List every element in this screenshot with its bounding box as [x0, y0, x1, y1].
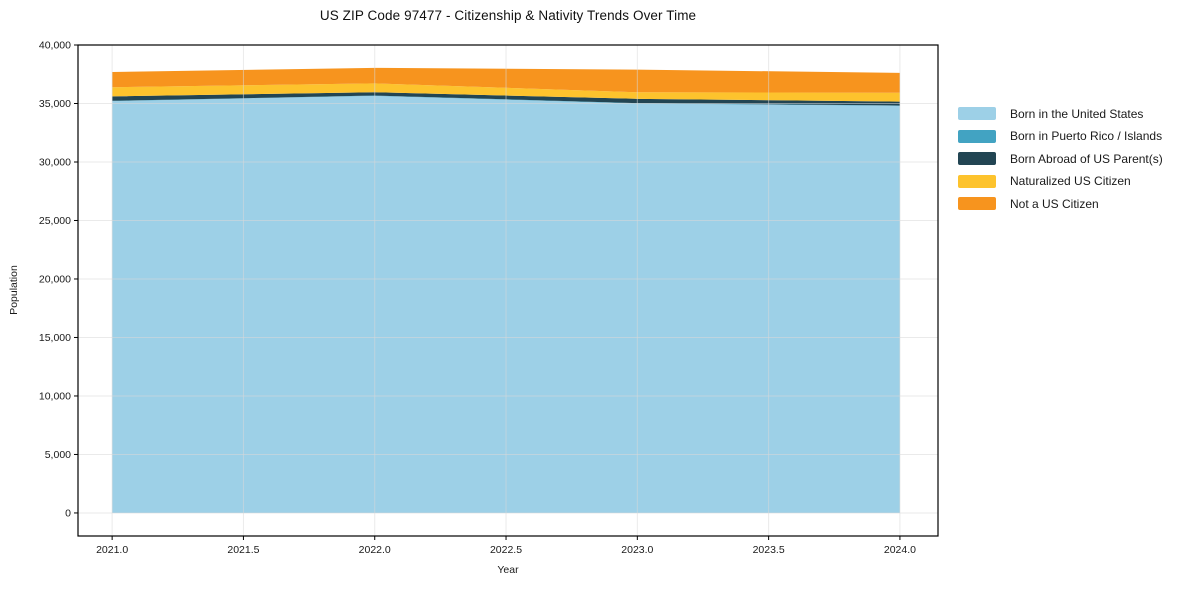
x-tick-label: 2021.5: [227, 544, 259, 556]
legend-label: Born in the United States: [1010, 106, 1144, 121]
legend-swatch: [958, 152, 996, 165]
y-tick-label: 25,000: [39, 215, 71, 227]
legend-label: Born Abroad of US Parent(s): [1010, 151, 1163, 166]
x-tick-label: 2022.0: [359, 544, 391, 556]
y-tick-label: 35,000: [39, 98, 71, 110]
x-tick-label: 2021.0: [96, 544, 128, 556]
y-tick-label: 20,000: [39, 273, 71, 285]
y-tick-label: 10,000: [39, 390, 71, 402]
legend-label: Born in Puerto Rico / Islands: [1010, 129, 1163, 143]
x-tick-label: 2024.0: [884, 544, 916, 556]
legend-swatch: [958, 174, 996, 188]
legend-label: Not a US Citizen: [1010, 196, 1099, 211]
chart-title: US ZIP Code 97477 - Citizenship & Nativi…: [319, 8, 697, 23]
x-tick-label: 2022.5: [490, 544, 522, 556]
y-tick-label: 15,000: [39, 332, 71, 344]
legend-item-born-in-the-united-states: Born in the United States: [958, 106, 1163, 121]
legend-item-born-in-puerto-rico-islands: Born in Puerto Rico / Islands: [958, 129, 1163, 143]
legend: Born in the United States Born in Puerto …: [958, 107, 1163, 220]
legend-swatch: [958, 197, 996, 210]
x-tick-label: 2023.0: [621, 544, 653, 556]
area-born-in-puerto-rico-islands: [112, 95, 900, 106]
legend-item-born-abroad-of-us-parent-s: Born Abroad of US Parent(s): [958, 151, 1163, 166]
x-axis-title: Year: [497, 564, 519, 576]
x-tick-label: 2023.5: [753, 544, 785, 556]
y-tick-label: 0: [65, 507, 71, 519]
plot-border: [77, 44, 939, 537]
y-tick-label: 30,000: [39, 156, 71, 168]
y-tick-label: 5,000: [45, 449, 71, 461]
legend-label: Naturalized US Citizen: [1010, 174, 1131, 188]
y-tick-label: 40,000: [39, 40, 71, 52]
legend-swatch: [958, 107, 996, 120]
legend-item-naturalized-us-citizen: Naturalized US Citizen: [958, 174, 1163, 188]
legend-item-not-a-us-citizen: Not a US Citizen: [958, 196, 1163, 211]
legend-swatch: [958, 129, 996, 143]
